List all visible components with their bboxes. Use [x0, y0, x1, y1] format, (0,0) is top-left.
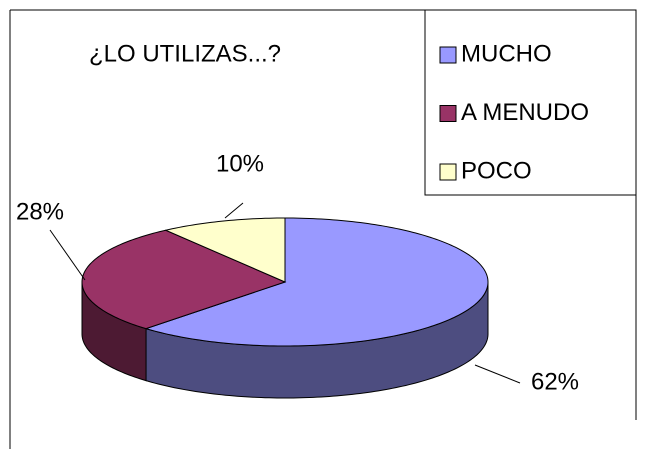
leader-line — [224, 202, 244, 219]
pie-slice — [81, 229, 287, 330]
legend-swatch — [439, 163, 457, 181]
legend-swatch — [439, 46, 457, 64]
data-label: 10% — [216, 150, 264, 177]
leader-line — [474, 364, 521, 384]
pie-slice — [144, 217, 489, 347]
data-label: 28% — [16, 198, 64, 225]
legend — [424, 9, 637, 196]
pie-slice — [164, 217, 286, 283]
legend-label: POCO — [461, 157, 532, 184]
data-label: 62% — [531, 368, 579, 395]
legend-label: MUCHO — [461, 40, 552, 67]
legend-label: A MENUDO — [461, 99, 589, 126]
leader-line — [49, 229, 86, 281]
chart-title: ¿LO UTILIZAS...? — [89, 40, 281, 67]
legend-swatch — [439, 105, 457, 122]
